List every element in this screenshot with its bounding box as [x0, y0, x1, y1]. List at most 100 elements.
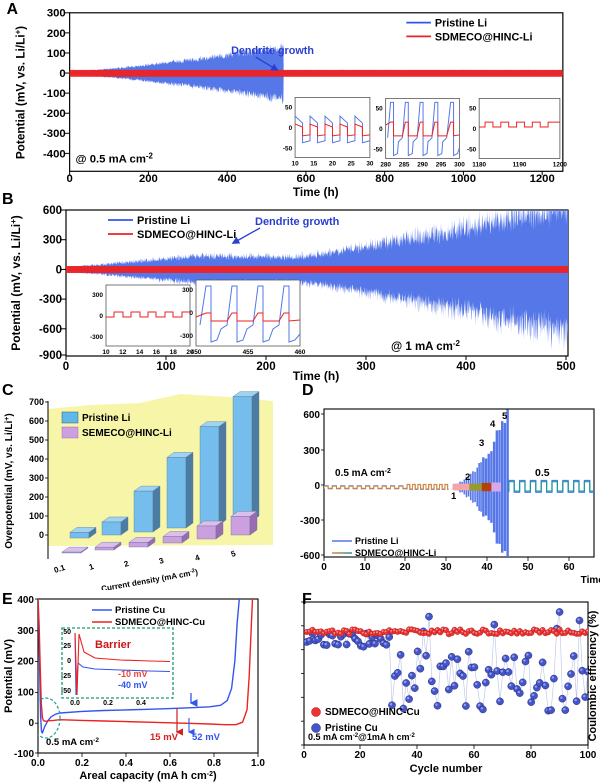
svg-text:-50: -50: [373, 147, 383, 154]
svg-text:400: 400: [17, 595, 34, 606]
svg-text:30: 30: [440, 562, 452, 573]
svg-text:80: 80: [525, 750, 537, 761]
svg-text:12: 12: [119, 349, 127, 356]
svg-text:0: 0: [289, 125, 293, 132]
svg-text:40: 40: [411, 750, 423, 761]
svg-text:-50: -50: [283, 146, 293, 153]
svg-text:0.8: 0.8: [207, 758, 221, 769]
svg-text:50: 50: [376, 105, 384, 112]
svg-text:100: 100: [17, 687, 34, 698]
svg-text:0: 0: [189, 310, 193, 317]
svg-text:60: 60: [468, 750, 480, 761]
svg-text:-600: -600: [39, 324, 62, 336]
svg-text:2: 2: [123, 559, 131, 569]
svg-text:285: 285: [399, 161, 410, 168]
svg-text:300: 300: [17, 626, 34, 637]
svg-text:60: 60: [563, 562, 575, 573]
svg-text:0.1: 0.1: [53, 563, 67, 575]
svg-text:Barrier: Barrier: [95, 639, 132, 651]
svg-text:0: 0: [473, 126, 477, 133]
svg-text:1: 1: [88, 562, 96, 572]
svg-text:-300: -300: [90, 334, 103, 341]
svg-text:600: 600: [303, 410, 320, 421]
svg-text:-40 mV: -40 mV: [118, 680, 148, 690]
svg-text:100: 100: [47, 48, 66, 60]
svg-text:-10 mV: -10 mV: [118, 669, 148, 679]
svg-text:0.2: 0.2: [75, 758, 89, 769]
svg-text:SDMECO@HINC-Li: SDMECO@HINC-Li: [435, 31, 533, 43]
svg-text:100: 100: [156, 361, 175, 373]
svg-text:10: 10: [102, 349, 110, 356]
svg-text:500: 500: [556, 361, 575, 373]
svg-text:600: 600: [29, 416, 44, 426]
svg-text:200: 200: [256, 361, 275, 373]
svg-text:300: 300: [303, 446, 320, 457]
svg-text:-300: -300: [180, 333, 193, 340]
svg-text:300: 300: [29, 473, 44, 483]
svg-text:5: 5: [502, 411, 508, 422]
svg-text:-400: -400: [43, 148, 66, 160]
svg-text:18: 18: [170, 349, 178, 356]
svg-text:-200: -200: [43, 108, 66, 120]
svg-text:20: 20: [399, 562, 411, 573]
svg-text:-300: -300: [300, 516, 320, 527]
svg-text:Overpotential (mV, vs. Li/Li+): Overpotential (mV, vs. Li/Li+): [4, 413, 16, 548]
svg-text:Dendrite growth: Dendrite growth: [255, 216, 340, 228]
svg-text:SDMECO@HINC-Li: SDMECO@HINC-Li: [355, 548, 436, 558]
svg-text:@ 1 mA cm-2: @ 1 mA cm-2: [391, 339, 461, 354]
svg-text:E: E: [2, 591, 13, 608]
svg-text:460: 460: [295, 349, 306, 356]
svg-text:Pristine Cu: Pristine Cu: [115, 605, 165, 616]
svg-text:50: 50: [63, 629, 71, 636]
svg-text:-25: -25: [61, 673, 71, 680]
svg-text:400: 400: [29, 454, 44, 464]
svg-text:D: D: [302, 382, 314, 399]
svg-text:0.4: 0.4: [136, 700, 146, 707]
svg-text:SDMECO@HINC-Li: SDMECO@HINC-Li: [137, 229, 236, 241]
svg-text:0.5 mA cm-2: 0.5 mA cm-2: [46, 737, 99, 749]
svg-text:10: 10: [292, 160, 300, 167]
svg-text:600: 600: [43, 205, 62, 217]
svg-text:0: 0: [63, 361, 69, 373]
svg-text:300: 300: [92, 292, 103, 299]
svg-text:Dendrite growth: Dendrite growth: [231, 45, 314, 57]
svg-text:0: 0: [379, 126, 383, 133]
svg-text:20: 20: [329, 160, 337, 167]
svg-text:C: C: [2, 382, 14, 399]
svg-text:-900: -900: [39, 350, 62, 362]
svg-text:@ 0.5 mA cm-2: @ 0.5 mA cm-2: [76, 151, 154, 166]
svg-text:3: 3: [158, 556, 166, 566]
svg-text:Potential (mV, vs. Li/Li+): Potential (mV, vs. Li/Li+): [9, 215, 24, 351]
svg-text:0: 0: [59, 68, 65, 80]
svg-text:700: 700: [29, 397, 44, 407]
svg-text:0: 0: [314, 481, 320, 492]
svg-text:0: 0: [67, 658, 71, 665]
svg-text:0.0: 0.0: [70, 700, 80, 707]
svg-text:450: 450: [191, 349, 202, 356]
svg-text:100: 100: [580, 750, 597, 761]
svg-text:0: 0: [39, 530, 44, 540]
svg-text:0: 0: [321, 562, 327, 573]
svg-text:25: 25: [348, 160, 356, 167]
svg-text:1190: 1190: [513, 161, 527, 168]
svg-text:290: 290: [417, 161, 428, 168]
svg-text:295: 295: [436, 161, 447, 168]
svg-text:50: 50: [522, 562, 534, 573]
svg-text:Pristine Li: Pristine Li: [137, 215, 190, 227]
svg-text:0.4: 0.4: [119, 758, 133, 769]
svg-text:400: 400: [456, 361, 475, 373]
svg-text:Pristine Cu: Pristine Cu: [325, 723, 378, 734]
svg-text:25: 25: [63, 643, 71, 650]
svg-text:-600: -600: [300, 551, 320, 562]
svg-text:0: 0: [28, 718, 34, 729]
svg-text:1: 1: [451, 491, 457, 502]
svg-text:1200: 1200: [553, 161, 568, 168]
svg-text:Potential (mV, vs. Li/Li+): Potential (mV, vs. Li/Li+): [13, 26, 28, 159]
svg-text:Areal capacity (mA h cm-2): Areal capacity (mA h cm-2): [79, 770, 217, 782]
svg-text:300: 300: [47, 8, 66, 20]
svg-text:F: F: [302, 591, 312, 608]
svg-text:1180: 1180: [472, 161, 486, 168]
svg-text:A: A: [7, 1, 18, 18]
svg-text:40: 40: [481, 562, 493, 573]
svg-text:200: 200: [17, 657, 34, 668]
